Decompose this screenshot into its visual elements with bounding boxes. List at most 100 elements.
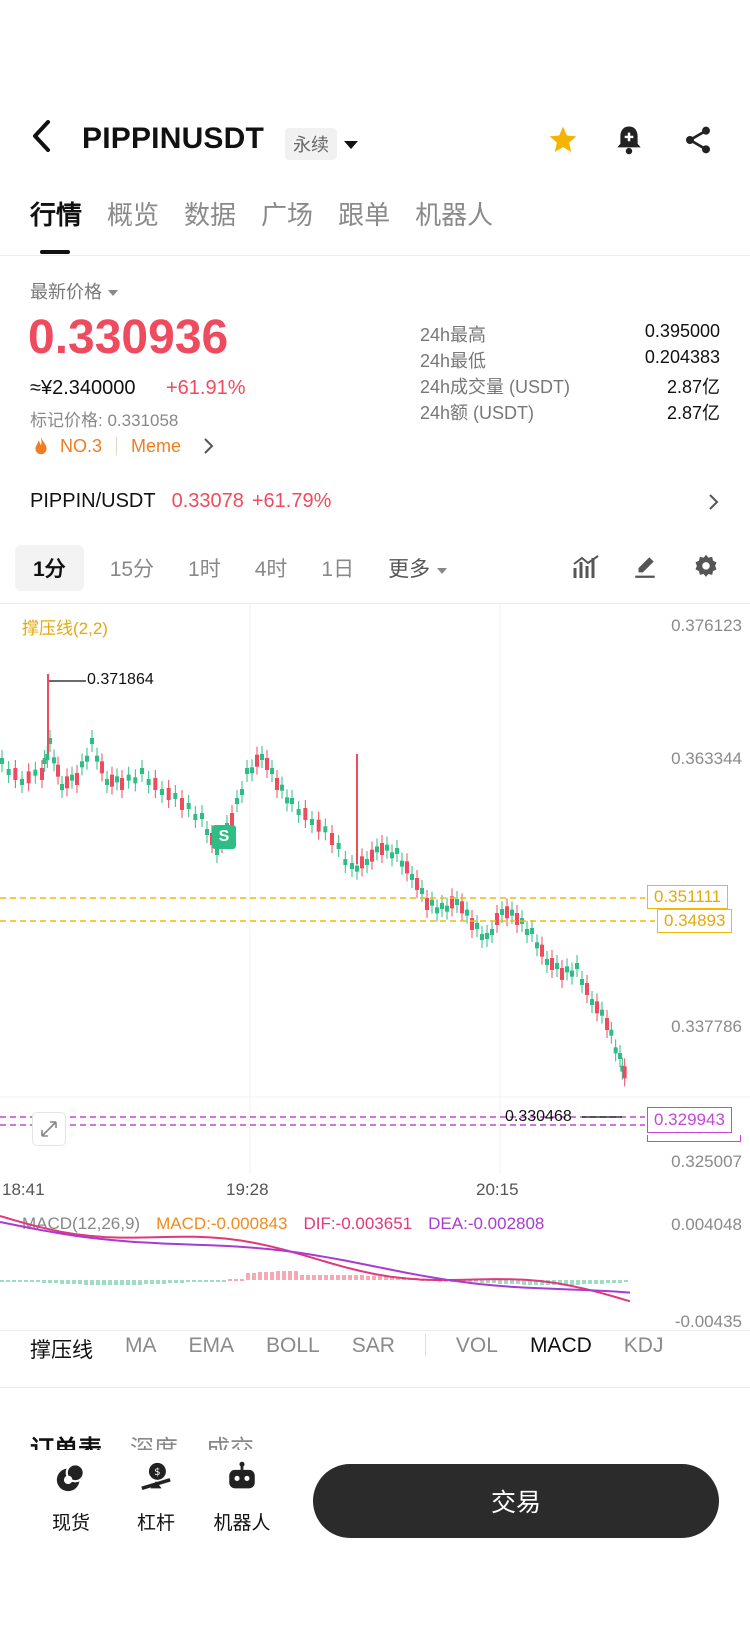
candle-body	[420, 888, 424, 894]
symbol-dropdown-icon[interactable]	[343, 138, 359, 156]
candle-body	[455, 899, 459, 905]
sub-tab-depth[interactable]: 深度	[130, 1436, 178, 1450]
divider	[0, 1387, 750, 1388]
timeframe-more[interactable]: 更多	[388, 553, 448, 583]
candle-body	[400, 860, 404, 867]
bottom-nav-spot[interactable]: 现货	[48, 1460, 94, 1535]
tab-overview[interactable]: 概览	[107, 200, 160, 230]
symbol-title[interactable]: PIPPINUSDT	[82, 122, 265, 155]
macd-histogram	[0, 1271, 628, 1285]
price-chart[interactable]	[0, 604, 750, 1174]
candle-body	[85, 755, 89, 762]
price-alert-bell-icon[interactable]	[614, 124, 644, 161]
macd-bar	[66, 1280, 70, 1284]
bottom-nav-robot[interactable]: 机器人	[212, 1460, 272, 1535]
active-tab-indicator	[40, 250, 70, 254]
macd-axis-top: 0.004048	[671, 1215, 742, 1234]
spot-pair-row[interactable]: PIPPIN/USDT 0.33078 +61.79%	[30, 490, 720, 513]
sub-tab-orderbook[interactable]: 订单表	[30, 1436, 102, 1450]
tab-data[interactable]: 数据	[184, 200, 237, 230]
macd-bar	[354, 1275, 358, 1280]
macd-bar	[132, 1280, 136, 1285]
indicator-bar: 撑压线 MA EMA BOLL SAR VOL MACD KDJ	[30, 1334, 695, 1364]
candle-body	[620, 1065, 625, 1072]
candle-body	[525, 929, 529, 935]
timeframe-1d[interactable]: 1日	[321, 558, 355, 581]
macd-bar	[180, 1280, 184, 1283]
bottom-nav-leverage[interactable]: $ 杠杆	[133, 1460, 179, 1535]
candle-body	[343, 859, 348, 865]
macd-bar	[48, 1280, 52, 1283]
candle-body	[250, 767, 254, 774]
indicator-chart-icon[interactable]	[572, 554, 600, 585]
macd-title: MACD(12,26,9)	[22, 1214, 141, 1233]
candle-body	[460, 901, 464, 914]
macd-bar	[342, 1275, 346, 1280]
candle-body	[360, 856, 364, 869]
candle-body	[395, 848, 399, 854]
indicator-vol[interactable]: VOL	[455, 1334, 498, 1357]
last-price: 0.330936	[28, 311, 229, 364]
macd-bar	[0, 1280, 4, 1282]
fullscreen-expand-icon[interactable]	[32, 1112, 66, 1146]
dif-value: DIF:-0.003651	[303, 1214, 413, 1233]
tab-market[interactable]: 行情	[30, 200, 83, 230]
tab-bot[interactable]: 机器人	[415, 200, 494, 230]
back-button[interactable]	[28, 118, 58, 154]
timeframe-15m[interactable]: 15分	[109, 558, 155, 581]
rank-tag[interactable]: NO.3 Meme	[30, 435, 215, 457]
macd-bar	[114, 1280, 118, 1285]
timeframe-4h[interactable]: 4时	[254, 558, 288, 581]
favorite-star-icon[interactable]	[546, 124, 580, 161]
timeframe-bar: 1分 15分 1时 4时 1日 更多	[15, 545, 482, 591]
macd-bar	[186, 1280, 190, 1282]
timeframe-1m[interactable]: 1分	[15, 545, 84, 591]
y-axis-label: 0.337786	[671, 1017, 742, 1036]
contract-type-badge: 永续	[285, 128, 337, 160]
macd-bar	[324, 1275, 328, 1280]
candle-body	[390, 852, 394, 859]
candle-body	[255, 754, 259, 767]
candle-body	[40, 768, 44, 780]
sub-tab-trades[interactable]: 成交	[206, 1436, 254, 1450]
indicator-ema[interactable]: EMA	[188, 1334, 235, 1357]
share-icon[interactable]	[682, 124, 714, 161]
candle-body	[370, 849, 374, 862]
macd-bar	[60, 1280, 64, 1284]
candle-body	[350, 863, 354, 869]
low-annotation: 0.330468	[505, 1108, 572, 1125]
candle-body	[205, 829, 209, 835]
draw-tool-icon[interactable]	[632, 554, 658, 585]
macd-bar	[348, 1275, 352, 1280]
candle-body	[95, 755, 99, 762]
indicator-ma[interactable]: MA	[125, 1334, 157, 1357]
indicator-sar[interactable]: SAR	[351, 1334, 395, 1357]
price-label[interactable]: 最新价格	[30, 278, 119, 304]
candle-body	[105, 779, 109, 785]
macd-bar	[222, 1280, 226, 1282]
candle-body	[425, 898, 429, 910]
fire-icon	[35, 436, 47, 455]
macd-bar	[462, 1280, 466, 1282]
candle-body	[153, 778, 158, 790]
cny-price: ≈¥2.340000	[30, 377, 136, 399]
divider	[0, 255, 750, 256]
candle-body	[415, 878, 419, 890]
trade-button[interactable]: 交易	[313, 1464, 719, 1538]
macd-bar	[102, 1280, 106, 1285]
indicator-support-resistance[interactable]: 撑压线	[30, 1339, 93, 1362]
indicator-macd[interactable]: MACD	[529, 1334, 592, 1357]
candle-body	[590, 999, 594, 1005]
candle-body	[133, 777, 138, 784]
chart-settings-gear-icon[interactable]	[692, 553, 720, 586]
macd-bar	[360, 1275, 364, 1280]
tab-square[interactable]: 广场	[261, 200, 314, 230]
indicator-boll[interactable]: BOLL	[266, 1334, 320, 1357]
sell-signal-badge[interactable]: S	[212, 825, 236, 849]
candle-body	[622, 1066, 627, 1079]
divider	[424, 1334, 426, 1356]
indicator-kdj[interactable]: KDJ	[623, 1334, 664, 1357]
candle-body	[618, 1053, 622, 1059]
timeframe-1h[interactable]: 1时	[188, 558, 221, 581]
tab-copy-trade[interactable]: 跟单	[338, 200, 391, 230]
